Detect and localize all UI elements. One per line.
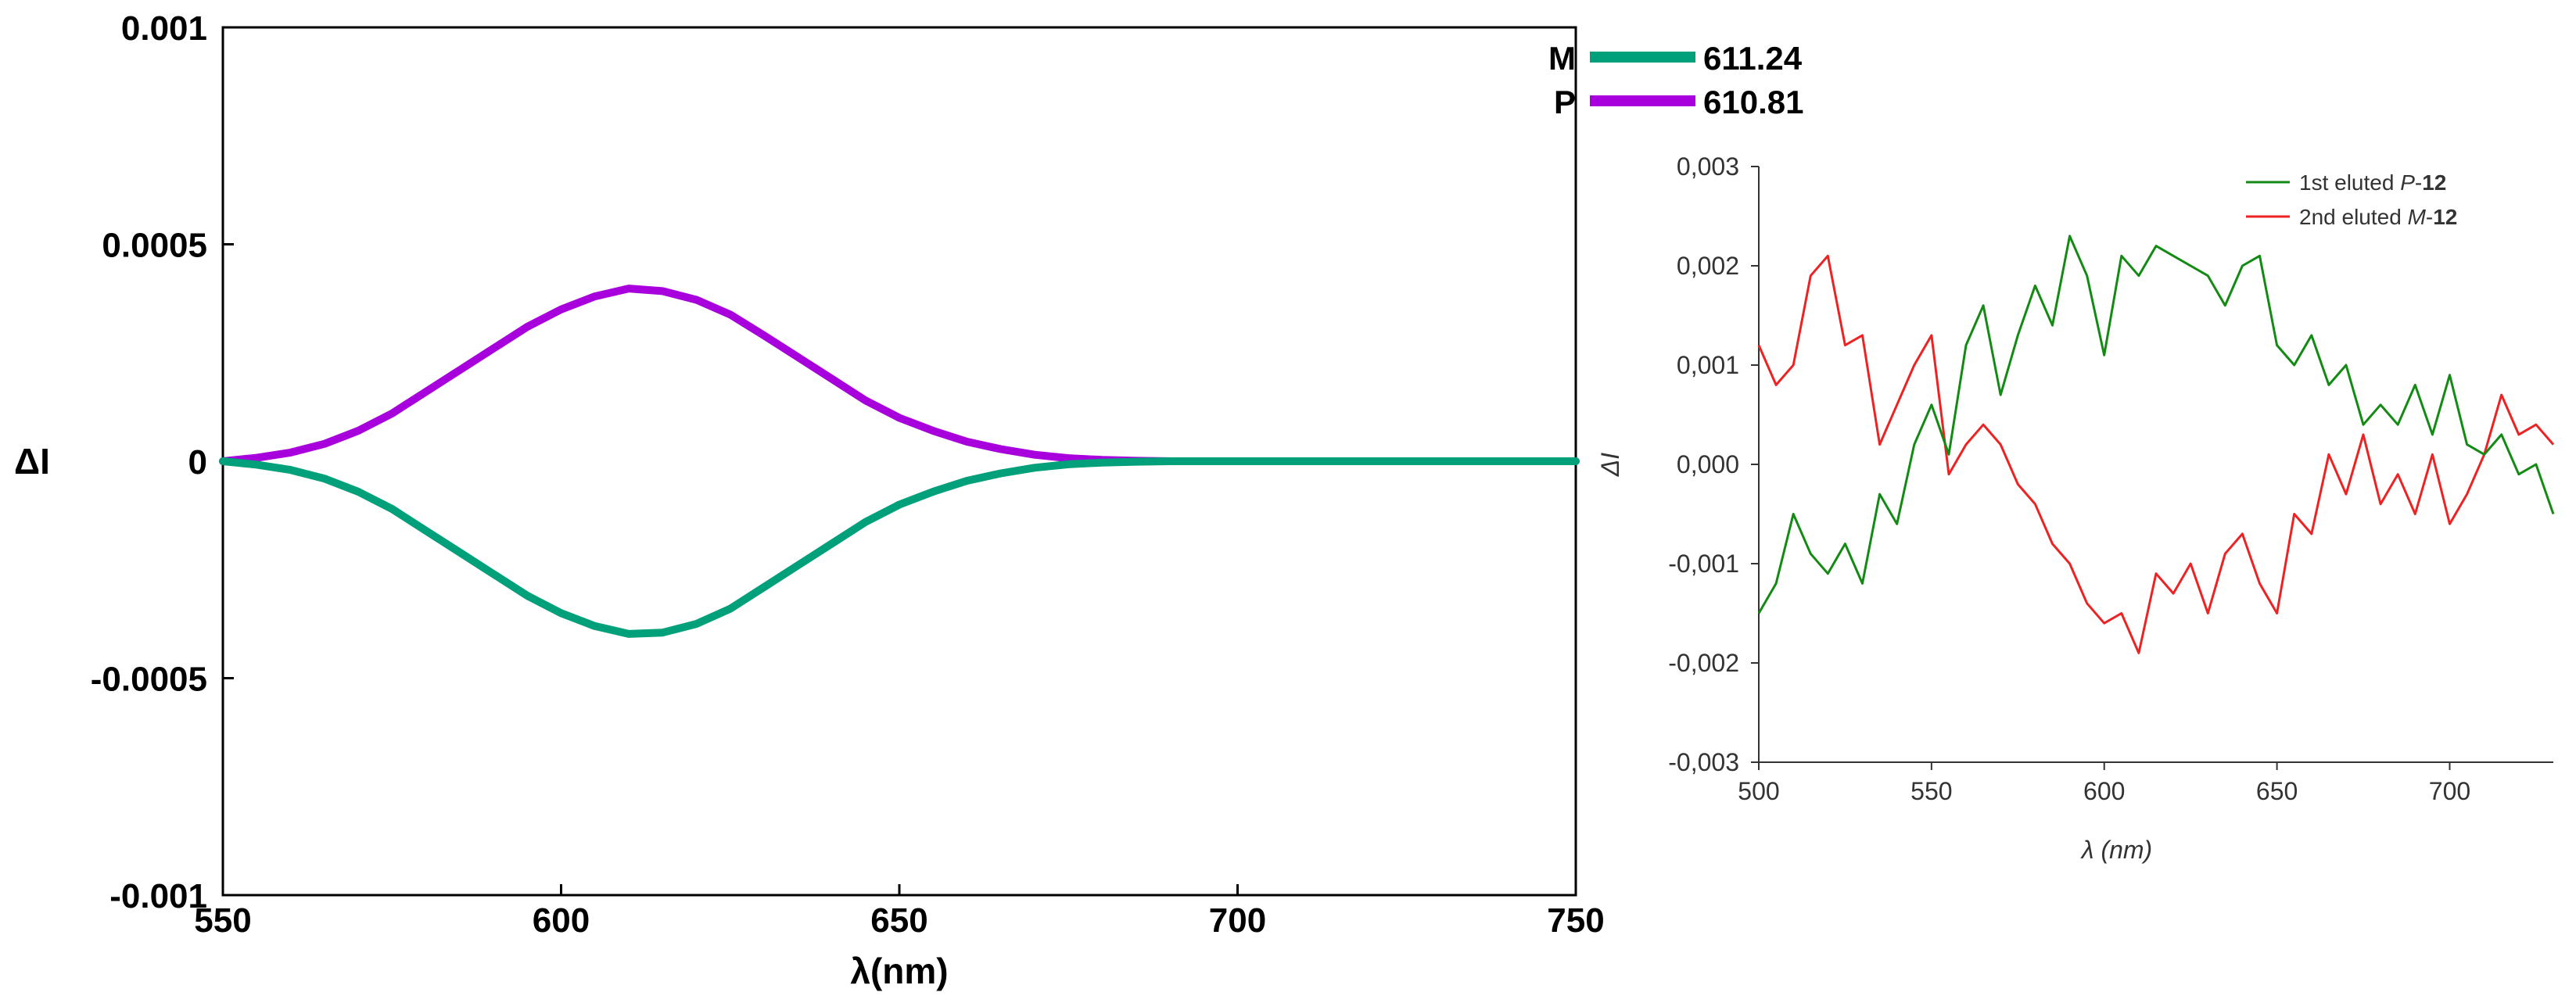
- x-tick-label: 650: [870, 901, 927, 940]
- y-tick-label: -0.0005: [91, 661, 207, 699]
- x-axis-label: λ(nm): [850, 951, 948, 991]
- y-tick-label: -0,001: [1668, 550, 1739, 578]
- y-tick-label: 0.0005: [102, 227, 207, 265]
- x-tick-label: 600: [2083, 777, 2125, 805]
- y-tick-label: 0,002: [1677, 252, 1739, 280]
- series-line: [1757, 235, 2555, 614]
- y-axis-label: ΔI: [14, 441, 50, 482]
- y-tick-label: 0,003: [1677, 152, 1739, 181]
- y-tick-label: -0,002: [1668, 649, 1739, 677]
- y-tick-label: -0.001: [109, 877, 207, 915]
- x-tick-label: 700: [1209, 901, 1266, 940]
- x-tick-label: 600: [533, 901, 590, 940]
- series-line-M: [219, 457, 1580, 638]
- y-tick-label: 0.001: [121, 9, 207, 48]
- legend-label: 2nd eluted M-12: [2299, 205, 2457, 229]
- series-line-P: [219, 285, 1580, 465]
- legend-value: 611.24: [1703, 40, 1803, 77]
- x-tick-label: 550: [194, 901, 251, 940]
- x-tick-label: 500: [1738, 777, 1779, 805]
- x-tick-label: 750: [1547, 901, 1604, 940]
- y-tick-label: 0,001: [1677, 351, 1739, 379]
- series-line: [1757, 254, 2555, 654]
- legend-name: M: [1548, 40, 1576, 77]
- x-axis-label: λ (nm): [2080, 836, 2152, 864]
- y-axis-label: ΔI: [1596, 453, 1624, 477]
- legend-label: 1st eluted P-12: [2299, 170, 2446, 195]
- legend-name: P: [1554, 84, 1576, 120]
- x-tick-label: 550: [1910, 777, 1952, 805]
- legend-value: 610.81: [1703, 84, 1803, 120]
- x-tick-label: 650: [2256, 777, 2298, 805]
- y-tick-label: 0: [188, 443, 207, 482]
- y-tick-label: -0,003: [1668, 748, 1739, 776]
- x-tick-label: 700: [2429, 777, 2470, 805]
- chart-right: 0,003 0,002 0,001 0,000 -0,001 -0,002 -0,00350…: [1596, 152, 2555, 864]
- y-tick-label: 0,000: [1677, 450, 1739, 478]
